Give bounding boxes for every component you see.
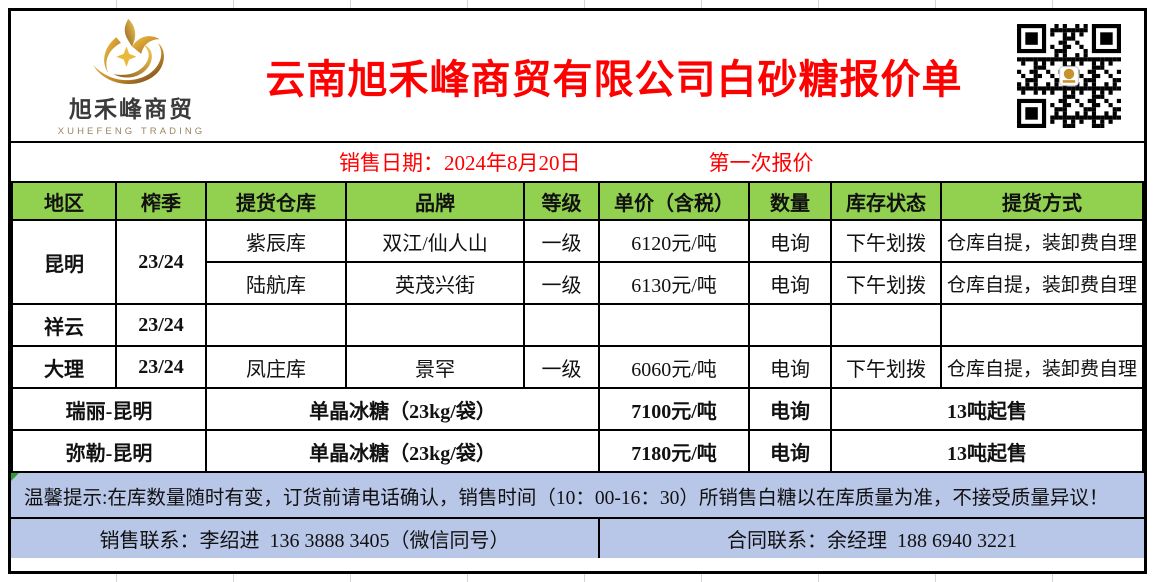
quotation-table-frame: 旭禾峰商贸 XUHEFENG TRADING 云南旭禾峰商贸有限公司白砂糖报价单…: [8, 8, 1147, 574]
table-header-row: 地区 榨季 提货仓库 品牌 等级 单价（含税） 数量 库存状态 提货方式: [11, 181, 1144, 221]
cell-brand: [345, 303, 525, 347]
cell-season: 23/24: [115, 219, 207, 305]
cell-min-sale: 13吨起售: [830, 387, 1144, 431]
cell-season: 23/24: [115, 303, 207, 347]
cell-grade: 一级: [523, 261, 600, 305]
quote-round: 第一次报价: [708, 151, 814, 175]
page-title: 云南旭禾峰商贸有限公司白砂糖报价单: [265, 57, 963, 102]
cell-quantity: 电询: [748, 429, 832, 473]
cell-stock-status: 下午划拨: [830, 219, 942, 263]
company-logo: 旭禾峰商贸 XUHEFENG TRADING: [11, 15, 234, 137]
col-header-season: 榨季: [115, 181, 207, 221]
cell-route: 瑞丽-昆明: [11, 387, 207, 431]
cell-min-sale: 13吨起售: [830, 429, 1144, 473]
excel-corner-flag-icon: [11, 473, 19, 481]
table-row: 大理 23/24 凤庄库 景罕 一级 6060元/吨 电询 下午划拨 仓库自提，…: [11, 345, 1144, 389]
cell-region: 昆明: [11, 219, 117, 305]
table-row: 弥勒-昆明 单晶冰糖（23kg/袋） 7180元/吨 电询 13吨起售: [11, 429, 1144, 473]
col-header-stock-status: 库存状态: [830, 181, 942, 221]
cell-warehouse: 紫辰库: [205, 219, 347, 263]
col-header-grade: 等级: [523, 181, 600, 221]
qr-code: [994, 24, 1144, 128]
cell-stock-status: [830, 303, 942, 347]
table-row: 瑞丽-昆明 单晶冰糖（23kg/袋） 7100元/吨 电询 13吨起售: [11, 387, 1144, 431]
notice-bar: 温馨提示:在库数量随时有变，订货前请电话确认，销售时间（10：00-16：30）…: [11, 473, 1144, 517]
cell-quantity: 电询: [748, 219, 832, 263]
cell-quantity: 电询: [748, 261, 832, 305]
sales-contact: 销售联系：李绍进 136 3888 3405（微信同号）: [11, 519, 600, 558]
company-name-cn: 旭禾峰商贸: [69, 96, 194, 122]
cell-pickup-method: 仓库自提，装卸费自理: [940, 261, 1144, 305]
qr-code-image: [1017, 24, 1121, 128]
cell-region: 大理: [11, 345, 117, 389]
cell-quantity: 电询: [748, 387, 832, 431]
notice-text: 温馨提示:在库数量随时有变，订货前请电话确认，销售时间（10：00-16：30）…: [24, 487, 1109, 509]
cell-warehouse: 陆航库: [205, 261, 347, 305]
sale-date: 销售日期：2024年8月20日: [339, 151, 581, 175]
cell-season: 23/24: [115, 345, 207, 389]
cell-pickup-method: 仓库自提，装卸费自理: [940, 219, 1144, 263]
header-block: 旭禾峰商贸 XUHEFENG TRADING 云南旭禾峰商贸有限公司白砂糖报价单: [11, 11, 1144, 141]
cell-price: 7100元/吨: [598, 387, 750, 431]
cell-price: 6060元/吨: [598, 345, 750, 389]
cell-grade: 一级: [523, 219, 600, 263]
cell-brand: 英茂兴街: [345, 261, 525, 305]
cell-route: 弥勒-昆明: [11, 429, 207, 473]
date-row: 销售日期：2024年8月20日 第一次报价: [11, 141, 1144, 181]
cell-quantity: 电询: [748, 345, 832, 389]
company-name-en: XUHEFENG TRADING: [57, 126, 206, 137]
cell-warehouse: 凤庄库: [205, 345, 347, 389]
cell-warehouse: [205, 303, 347, 347]
col-header-quantity: 数量: [748, 181, 832, 221]
col-header-brand: 品牌: [345, 181, 525, 221]
cell-brand: 景罕: [345, 345, 525, 389]
table-row: 昆明 23/24 紫辰库 双江/仙人山 一级 6120元/吨 电询 下午划拨 仓…: [11, 219, 1144, 305]
table-row: 陆航库 英茂兴街 一级 6130元/吨 电询 下午划拨 仓库自提，装卸费自理: [12, 261, 1144, 305]
cell-grade: [523, 303, 600, 347]
col-header-price: 单价（含税）: [598, 181, 750, 221]
cell-pickup-method: 仓库自提，装卸费自理: [940, 345, 1144, 389]
cell-price: [598, 303, 750, 347]
cell-quantity: [748, 303, 832, 347]
col-header-region: 地区: [11, 181, 117, 221]
cell-product: 单晶冰糖（23kg/袋）: [205, 387, 600, 431]
cell-stock-status: 下午划拨: [830, 261, 942, 305]
cell-product: 单晶冰糖（23kg/袋）: [205, 429, 600, 473]
cell-price: 6130元/吨: [598, 261, 750, 305]
price-table: 地区 榨季 提货仓库 品牌 等级 单价（含税） 数量 库存状态 提货方式 昆明 …: [11, 181, 1144, 473]
cell-price: 6120元/吨: [598, 219, 750, 263]
cell-stock-status: 下午划拨: [830, 345, 942, 389]
cell-region: 祥云: [11, 303, 117, 347]
spreadsheet-gridlines-bottom: [0, 574, 1155, 582]
phoenix-swoosh-logo-icon: [92, 18, 164, 85]
spreadsheet-gridlines-top: [0, 0, 1155, 8]
contract-contact: 合同联系：余经理 188 6940 3221: [727, 530, 1017, 552]
cell-pickup-method: [940, 303, 1144, 347]
col-header-pickup-method: 提货方式: [940, 181, 1144, 221]
cell-brand: 双江/仙人山: [345, 219, 525, 263]
contacts-bar: 销售联系：李绍进 136 3888 3405（微信同号） 合同联系：余经理 18…: [11, 517, 1144, 558]
col-header-warehouse: 提货仓库: [205, 181, 347, 221]
cell-price: 7180元/吨: [598, 429, 750, 473]
cell-grade: 一级: [523, 345, 600, 389]
table-row: 祥云 23/24: [11, 303, 1144, 347]
